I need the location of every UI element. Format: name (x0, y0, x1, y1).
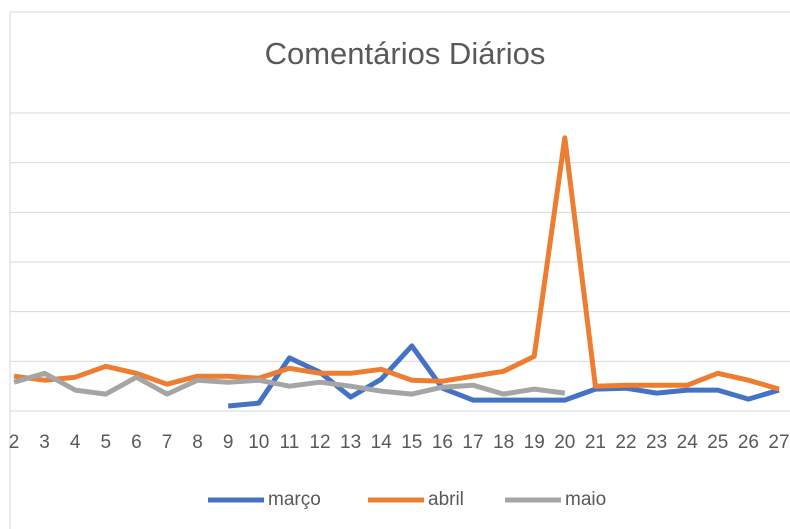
x-tick-label: 3 (39, 432, 50, 453)
legend-label: abril (428, 489, 464, 510)
x-tick-label: 6 (131, 432, 142, 453)
x-tick-label: 18 (493, 432, 514, 453)
x-tick-label: 17 (462, 432, 483, 453)
x-tick-label: 14 (371, 432, 393, 453)
legend-label: março (268, 489, 321, 510)
x-tick-label: 21 (585, 432, 606, 453)
x-tick-label: 15 (401, 432, 422, 453)
chart-border (9, 11, 790, 529)
x-tick-label: 23 (646, 432, 667, 453)
x-tick-label: 16 (432, 432, 453, 453)
legend-label: maio (565, 489, 606, 510)
x-tick-label: 24 (677, 432, 699, 453)
x-tick-label: 22 (615, 432, 636, 453)
x-tick-label: 4 (70, 432, 81, 453)
x-tick-label: 19 (524, 432, 545, 453)
x-tick-label: 2 (9, 432, 20, 453)
x-tick-label: 11 (280, 432, 300, 453)
line-series (13, 135, 780, 392)
x-tick-label: 7 (162, 432, 173, 453)
x-tick-label: 25 (707, 432, 728, 453)
x-tick-label: 10 (248, 432, 269, 453)
chart-title: Comentários Diários (265, 36, 546, 71)
x-tick-label: 9 (223, 432, 234, 453)
x-tick-label: 20 (554, 432, 575, 453)
x-tick-label: 5 (101, 432, 112, 453)
x-tick-label: 8 (192, 432, 203, 453)
x-tick-label: 27 (768, 432, 789, 453)
x-tick-label: 26 (738, 432, 759, 453)
x-tick-label: 12 (309, 432, 330, 453)
x-tick-label: 13 (340, 432, 361, 453)
line-series (13, 370, 566, 397)
